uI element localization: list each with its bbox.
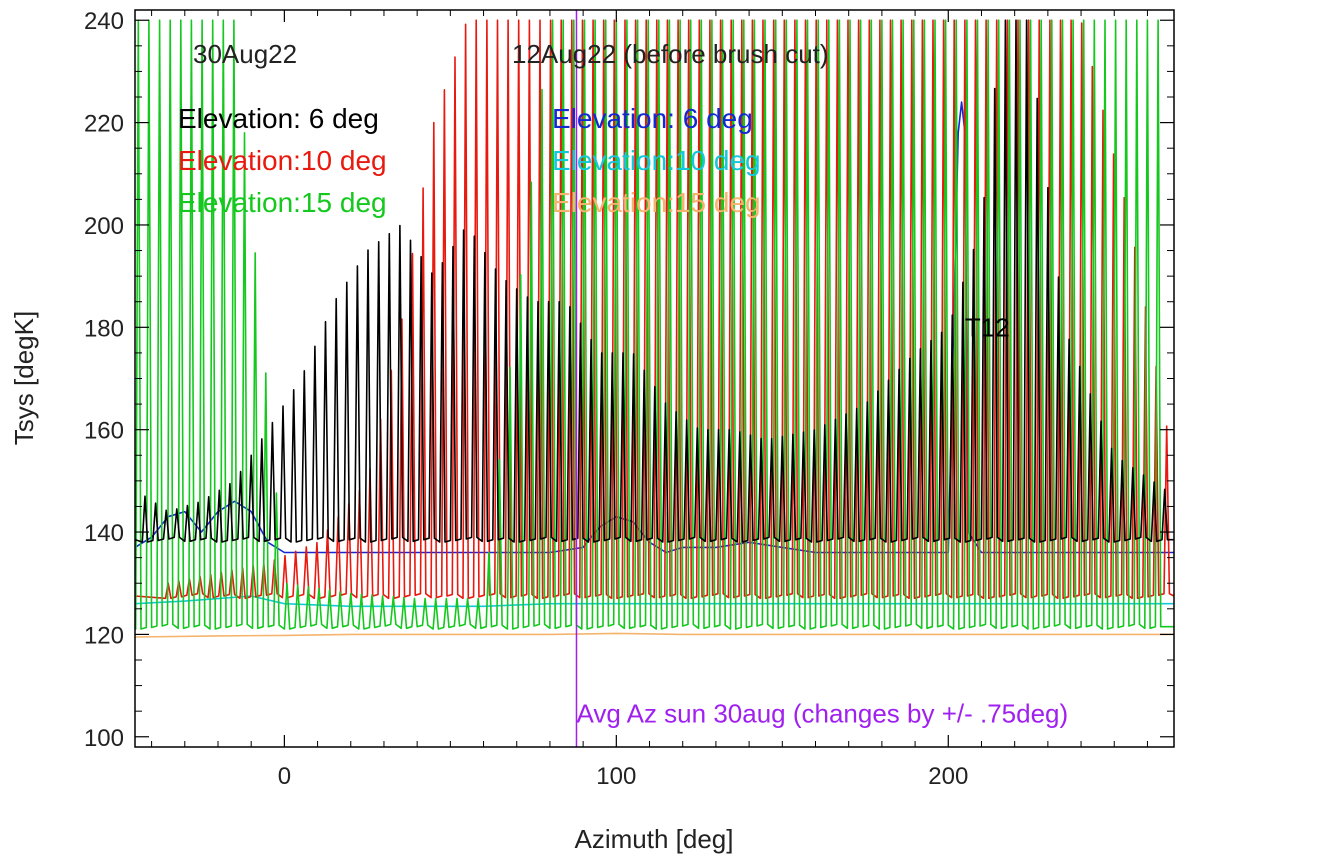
legend-12aug22-elevation-10-deg: Elevation:10 deg [552, 145, 761, 176]
legend-30aug22-elevation-6-deg: Elevation: 6 deg [178, 103, 379, 134]
y-tick-label: 140 [84, 520, 124, 547]
series-30aug22-elevation-15-deg [135, 19, 1174, 630]
series-layer [135, 19, 1174, 638]
legend-12aug22-elevation-6-deg: Elevation: 6 deg [552, 103, 753, 134]
y-tick-label: 100 [84, 725, 124, 752]
series-30aug22-elevation-6-deg [135, 19, 1174, 543]
series-12aug22-elevation-15-deg [135, 632, 1174, 638]
annotation-layer: T12 Avg Az sun 30aug (changes by +/- .75d… [575, 10, 1068, 747]
y-tick-label: 200 [84, 213, 124, 240]
x-axis-label: Azimuth [deg] [575, 824, 734, 854]
annotation-t12: T12 [965, 312, 1010, 342]
y-tick-label: 220 [84, 111, 124, 138]
y-tick-label: 180 [84, 315, 124, 342]
x-tick-label: 0 [278, 763, 291, 790]
y-tick-label: 160 [84, 418, 124, 445]
annotation-avg-az-sun-30aug-cha: Avg Az sun 30aug (changes by +/- .75deg) [576, 699, 1068, 729]
axis-layer: 0 100 200 100 120 140 160 180 200 220 240 [84, 8, 1174, 790]
x-tick-label: 200 [928, 763, 968, 790]
series-30aug22-elevation-10-deg [135, 19, 1174, 600]
y-tick-label: 120 [84, 622, 124, 649]
legend-30aug22-elevation-10-deg: Elevation:10 deg [178, 145, 387, 176]
legend-layer: Elevation: 6 deg Elevation:10 deg Elevatio… [178, 103, 761, 218]
x-tick-label: 100 [596, 763, 636, 790]
heading-12aug22: 12Aug22 (before brush cut) [512, 39, 829, 69]
y-axis-label: Tsys [degK] [9, 311, 39, 445]
legend-30aug22-elevation-15-deg: Elevation:15 deg [178, 187, 387, 218]
legend-12aug22-elevation-15-deg: Elevation:15 deg [552, 187, 761, 218]
y-tick-label: 240 [84, 8, 124, 35]
heading-30aug22: 30Aug22 [193, 39, 297, 69]
